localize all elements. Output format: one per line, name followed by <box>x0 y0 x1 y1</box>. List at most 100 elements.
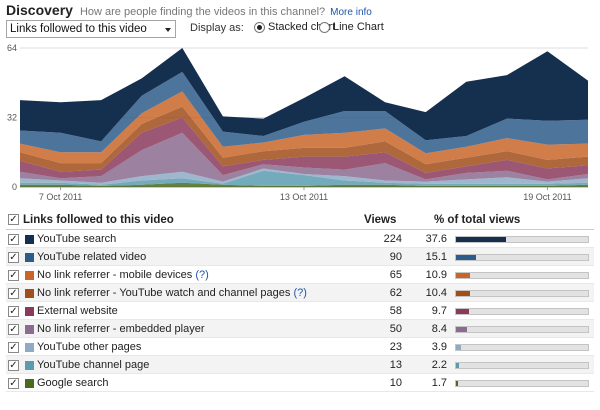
source-name: No link referrer - mobile devices (?) <box>37 269 209 281</box>
views-count: 58 <box>389 305 402 317</box>
percent-bar <box>455 344 589 351</box>
percent-bar-fill <box>456 309 469 314</box>
help-link[interactable]: (?) <box>195 269 209 281</box>
percent-value: 10.4 <box>425 287 447 299</box>
source-name-text: YouTube channel page <box>37 359 150 371</box>
stacked-chart-radio[interactable]: Stacked chart <box>254 21 335 33</box>
views-count: 65 <box>389 269 402 281</box>
percent-bar-fill <box>456 363 459 368</box>
percent-bar <box>455 380 589 387</box>
column-header-views: Views <box>364 214 397 226</box>
percent-bar <box>455 326 589 333</box>
series-color-swatch <box>25 343 34 352</box>
row-checkbox[interactable]: ✓ <box>8 306 19 317</box>
source-name-text: No link referrer - embedded player <box>37 323 205 335</box>
table-row: ✓ Google search 10 1.7 <box>6 374 594 392</box>
source-name: No link referrer - YouTube watch and cha… <box>37 287 307 299</box>
series-area-7 <box>20 71 588 154</box>
series-color-swatch <box>25 325 34 334</box>
percent-value: 15.1 <box>425 251 447 263</box>
percent-value: 2.2 <box>431 359 447 371</box>
x-tick-label: 7 Oct 2011 <box>39 192 82 202</box>
row-checkbox[interactable]: ✓ <box>8 288 19 299</box>
row-checkbox[interactable]: ✓ <box>8 360 19 371</box>
row-checkbox[interactable]: ✓ <box>8 270 19 281</box>
series-color-swatch <box>25 253 34 262</box>
series-area-3 <box>20 132 588 183</box>
percent-bar-fill <box>456 345 462 350</box>
views-count: 50 <box>389 323 402 335</box>
source-name: External website <box>37 305 118 317</box>
source-name-text: Google search <box>37 377 109 389</box>
series-color-swatch <box>25 271 34 280</box>
percent-bar <box>455 272 589 279</box>
source-name: YouTube other pages <box>37 341 141 353</box>
source-name-text: YouTube search <box>37 233 117 245</box>
page-title: Discovery <box>6 2 73 18</box>
row-checkbox[interactable]: ✓ <box>8 378 19 389</box>
series-color-swatch <box>25 307 34 316</box>
source-name: YouTube search <box>37 233 116 245</box>
column-header-name: Links followed to this video <box>23 214 174 226</box>
source-name-text: YouTube other pages <box>37 341 142 353</box>
table-row: ✓ YouTube related video 90 15.1 <box>6 248 594 266</box>
percent-bar <box>455 254 589 261</box>
metric-dropdown-value: Links followed to this video <box>10 23 147 35</box>
percent-value: 9.7 <box>431 305 447 317</box>
source-name-text: No link referrer - YouTube watch and cha… <box>37 287 291 299</box>
source-name: Google search <box>37 377 109 389</box>
views-count: 10 <box>389 377 402 389</box>
row-checkbox[interactable]: ✓ <box>8 234 19 245</box>
source-name-text: YouTube related video <box>37 251 147 263</box>
series-area-2 <box>20 168 588 185</box>
percent-value: 1.7 <box>431 377 447 389</box>
radio-unselected-icon[interactable] <box>319 21 330 33</box>
percent-value: 37.6 <box>425 233 447 245</box>
table-header-row: ✓ Links followed to this video Views % o… <box>6 210 594 230</box>
chevron-down-icon <box>165 28 171 32</box>
series-area-8 <box>20 48 588 142</box>
y-tick-label: 64 <box>7 43 17 53</box>
line-chart-radio[interactable]: Line Chart <box>319 21 384 33</box>
series-color-swatch <box>25 289 34 298</box>
more-info-link[interactable]: More info <box>330 7 372 18</box>
percent-bar <box>455 236 589 243</box>
row-checkbox[interactable]: ✓ <box>8 252 19 263</box>
discovery-stacked-chart: 64 32 0 7 Oct 2011 13 Oct 2011 19 Oct 2011 <box>7 43 588 202</box>
stacked-chart-label: Stacked chart <box>268 21 336 33</box>
percent-bar-fill <box>456 291 470 296</box>
percent-bar <box>455 290 589 297</box>
series-area-5 <box>20 106 588 173</box>
percent-value: 3.9 <box>431 341 447 353</box>
percent-bar-fill <box>456 381 459 386</box>
column-header-percent: % of total views <box>434 214 521 226</box>
views-count: 23 <box>389 341 402 353</box>
series-area-0 <box>20 182 588 187</box>
percent-bar-fill <box>456 327 468 332</box>
percent-bar-fill <box>456 273 471 278</box>
percent-bar-fill <box>456 255 476 260</box>
views-count: 224 <box>383 233 402 245</box>
source-name: YouTube related video <box>37 251 146 263</box>
page-header: Discovery How are people finding the vid… <box>6 2 372 18</box>
source-name: No link referrer - embedded player <box>37 323 205 335</box>
y-tick-label: 32 <box>7 113 17 123</box>
metric-dropdown[interactable]: Links followed to this video <box>6 20 176 38</box>
percent-bar-fill <box>456 237 506 242</box>
table-row: ✓ YouTube other pages 23 3.9 <box>6 338 594 356</box>
line-chart-label: Line Chart <box>333 21 384 33</box>
table-row: ✓ No link referrer - YouTube watch and ch… <box>6 284 594 302</box>
percent-value: 8.4 <box>431 323 447 335</box>
chart-controls: Links followed to this video Display as:… <box>6 20 596 40</box>
row-checkbox[interactable]: ✓ <box>8 342 19 353</box>
series-area-1 <box>20 170 588 186</box>
table-row: ✓ No link referrer - mobile devices (?) 65… <box>6 266 594 284</box>
display-as-label: Display as: <box>190 22 244 34</box>
row-checkbox[interactable]: ✓ <box>8 324 19 335</box>
series-color-swatch <box>25 379 34 388</box>
table-row: ✓ External website 58 9.7 <box>6 302 594 320</box>
help-link[interactable]: (?) <box>293 287 307 299</box>
select-all-checkbox[interactable]: ✓ <box>8 214 19 225</box>
radio-selected-icon[interactable] <box>254 21 265 33</box>
series-area-4 <box>20 117 588 180</box>
